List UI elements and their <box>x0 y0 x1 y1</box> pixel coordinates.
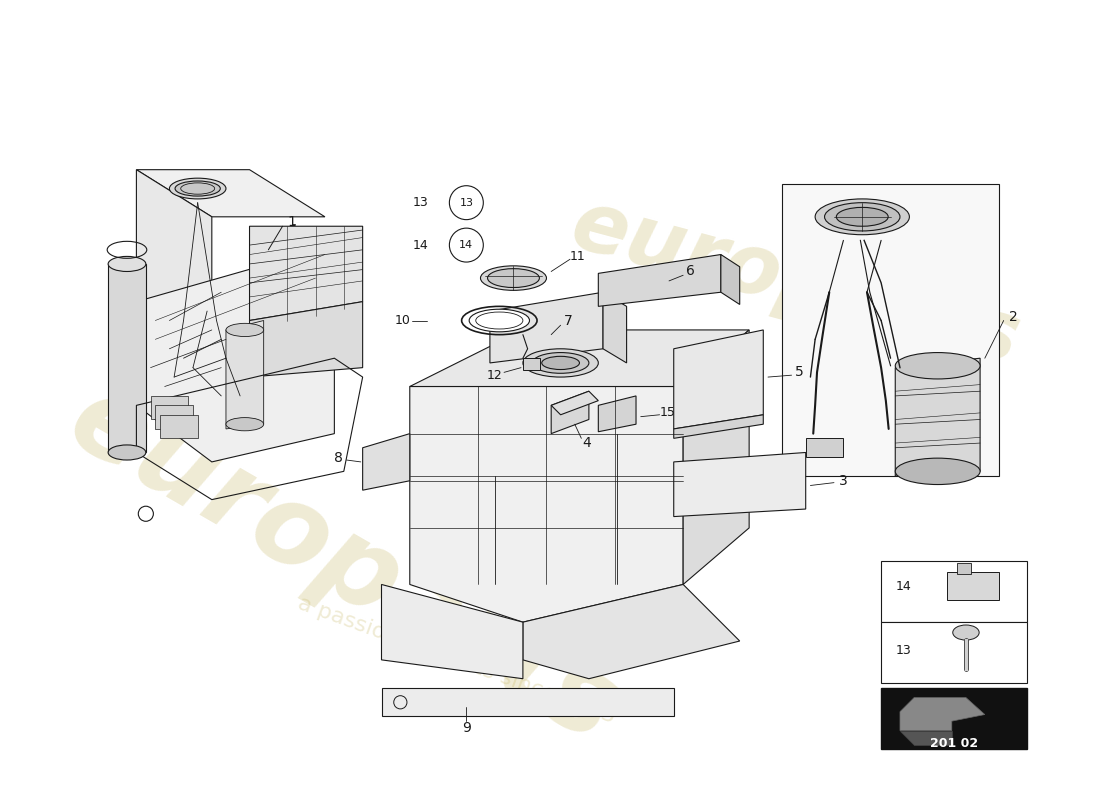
Ellipse shape <box>169 178 226 199</box>
Bar <box>782 184 999 476</box>
Text: 201 02: 201 02 <box>930 738 978 750</box>
Polygon shape <box>598 254 721 306</box>
Ellipse shape <box>226 418 264 431</box>
Ellipse shape <box>226 323 264 337</box>
Ellipse shape <box>522 349 598 377</box>
Polygon shape <box>108 264 146 453</box>
Polygon shape <box>900 730 952 745</box>
Bar <box>881 561 1027 622</box>
Polygon shape <box>363 434 410 490</box>
Polygon shape <box>136 170 324 217</box>
Circle shape <box>450 186 483 220</box>
Polygon shape <box>522 585 739 678</box>
Text: 3: 3 <box>839 474 848 488</box>
Text: 13: 13 <box>895 644 911 657</box>
Polygon shape <box>720 254 739 305</box>
Text: 10: 10 <box>394 314 410 327</box>
Polygon shape <box>603 292 627 363</box>
Bar <box>805 438 844 457</box>
Polygon shape <box>598 396 636 432</box>
Ellipse shape <box>815 199 910 234</box>
Polygon shape <box>673 414 763 438</box>
Polygon shape <box>226 321 264 429</box>
Text: 15: 15 <box>659 406 675 419</box>
Polygon shape <box>250 302 363 377</box>
Text: 5: 5 <box>794 366 803 379</box>
Bar <box>522 358 540 370</box>
Text: 14: 14 <box>412 238 429 251</box>
Bar <box>151 396 188 419</box>
Ellipse shape <box>532 353 588 374</box>
Bar <box>155 406 192 429</box>
Text: 13: 13 <box>460 198 473 208</box>
Ellipse shape <box>487 269 539 287</box>
Text: 1: 1 <box>287 215 296 230</box>
Bar <box>881 622 1027 683</box>
Polygon shape <box>551 391 598 414</box>
Polygon shape <box>673 330 763 429</box>
Text: 13: 13 <box>412 196 429 209</box>
Bar <box>160 414 198 438</box>
Text: 7: 7 <box>564 314 572 327</box>
Ellipse shape <box>470 309 529 332</box>
Polygon shape <box>382 585 522 678</box>
Text: 4: 4 <box>583 436 592 450</box>
Text: 11: 11 <box>570 250 585 263</box>
Polygon shape <box>895 358 980 476</box>
Bar <box>881 688 1027 750</box>
Polygon shape <box>382 688 673 717</box>
Bar <box>947 572 999 601</box>
Ellipse shape <box>953 625 979 640</box>
Text: 8: 8 <box>333 451 342 465</box>
Bar <box>957 562 970 574</box>
Text: 14: 14 <box>895 580 911 593</box>
Text: 6: 6 <box>686 265 695 278</box>
Ellipse shape <box>836 207 888 226</box>
Ellipse shape <box>175 181 220 196</box>
Text: 2: 2 <box>1009 310 1018 324</box>
Polygon shape <box>136 245 334 462</box>
Ellipse shape <box>895 353 980 379</box>
Ellipse shape <box>481 266 547 290</box>
Polygon shape <box>410 330 749 386</box>
Polygon shape <box>551 391 588 434</box>
Text: 12: 12 <box>486 369 503 382</box>
Text: 14: 14 <box>460 240 473 250</box>
Ellipse shape <box>108 445 146 460</box>
Text: 9: 9 <box>462 721 471 734</box>
Text: a passion for parts since 1985: a passion for parts since 1985 <box>295 593 618 727</box>
Ellipse shape <box>825 202 900 231</box>
Polygon shape <box>136 170 212 406</box>
Polygon shape <box>673 453 805 517</box>
Ellipse shape <box>108 257 146 271</box>
Polygon shape <box>410 386 683 622</box>
Polygon shape <box>900 698 984 730</box>
Polygon shape <box>683 330 749 585</box>
Circle shape <box>450 228 483 262</box>
Polygon shape <box>250 226 363 321</box>
Text: europarts: europarts <box>563 184 1030 382</box>
Ellipse shape <box>542 356 580 370</box>
Ellipse shape <box>895 458 980 485</box>
Polygon shape <box>490 292 603 363</box>
Text: europarts: europarts <box>51 366 637 766</box>
